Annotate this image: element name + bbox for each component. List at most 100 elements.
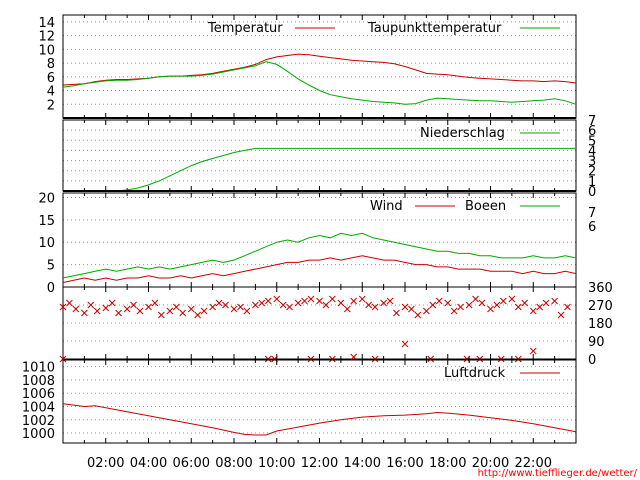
- direction-point: [365, 301, 373, 309]
- legend-label: Wind: [370, 199, 403, 214]
- direction-point: [59, 355, 67, 363]
- direction-point: [371, 355, 379, 363]
- direction-point: [87, 301, 95, 309]
- direction-point: [499, 297, 507, 305]
- y-tick-label: 6: [588, 124, 596, 139]
- direction-point: [493, 301, 501, 309]
- y-tick-label: 90: [588, 335, 605, 350]
- direction-point: [145, 303, 152, 311]
- direction-point: [307, 295, 315, 303]
- direction-point: [514, 303, 522, 311]
- direction-point: [286, 303, 293, 311]
- direction-point: [508, 295, 516, 303]
- direction-point: [386, 297, 394, 305]
- direction-point: [157, 311, 165, 319]
- y-tick-label: 6: [47, 71, 55, 86]
- direction-point: [166, 307, 174, 315]
- direction-point: [237, 303, 244, 311]
- legend-label: Temperatur: [207, 21, 283, 36]
- series-line-1: [62, 53, 577, 86]
- y-tick-label: 1010: [22, 361, 55, 376]
- y-tick-label: 5: [588, 134, 596, 149]
- direction-point: [393, 309, 400, 317]
- y-tick-label: 360: [588, 281, 613, 296]
- direction-point: [66, 299, 73, 307]
- right-tick-label: 7: [588, 206, 596, 221]
- x-tick-label: 02:00: [87, 456, 124, 471]
- x-tick-label: 22:00: [515, 456, 552, 471]
- direction-point: [521, 299, 529, 307]
- y-tick-label: 0: [588, 185, 596, 200]
- y-tick-label: 1000: [22, 427, 55, 442]
- series-line-1: [62, 255, 577, 283]
- direction-point: [200, 307, 208, 315]
- direction-point: [423, 307, 430, 315]
- y-tick-label: 20: [38, 191, 55, 206]
- direction-point: [328, 355, 336, 363]
- y-tick-label: 1004: [22, 400, 55, 415]
- x-tick-label: 16:00: [386, 456, 423, 471]
- y-tick-label: 4: [47, 85, 55, 100]
- direction-point: [472, 295, 479, 303]
- direction-point: [81, 309, 88, 317]
- direction-point: [264, 297, 272, 305]
- x-tick-label: 12:00: [301, 456, 338, 471]
- series-line-2: [62, 61, 577, 105]
- direction-point: [457, 303, 464, 311]
- direction-point: [194, 311, 202, 319]
- y-tick-label: 1006: [22, 387, 55, 402]
- direction-point: [478, 299, 486, 307]
- right-tick-label: 6: [588, 220, 596, 235]
- y-tick-label: 7: [588, 114, 596, 129]
- direction-point: [252, 301, 259, 309]
- direction-point: [301, 297, 308, 305]
- direction-point: [243, 307, 251, 315]
- y-tick-label: 8: [47, 57, 55, 72]
- direction-point: [444, 299, 452, 307]
- direction-point: [322, 301, 330, 309]
- y-tick-label: 5: [47, 259, 55, 274]
- direction-point: [230, 305, 238, 313]
- direction-point: [102, 304, 110, 312]
- y-tick-label: 4: [588, 144, 596, 159]
- direction-point: [514, 355, 522, 363]
- direction-point: [108, 299, 116, 307]
- direction-point: [557, 311, 565, 319]
- direction-point: [564, 303, 571, 311]
- x-tick-label: 08:00: [215, 456, 252, 471]
- y-tick-label: 0: [47, 281, 55, 296]
- x-tick-label: 06:00: [173, 456, 210, 471]
- y-tick-label: 1: [588, 175, 596, 190]
- direction-point: [476, 355, 484, 363]
- legend-label: Boeen: [465, 199, 506, 214]
- direction-point: [316, 297, 323, 305]
- direction-point: [343, 305, 351, 313]
- direction-point: [551, 297, 558, 305]
- direction-point: [450, 307, 458, 315]
- direction-point: [529, 347, 537, 355]
- y-tick-label: 0: [588, 353, 596, 368]
- legend-label: Luftdruck: [444, 366, 506, 381]
- y-tick-label: 15: [38, 214, 55, 229]
- direction-point: [427, 355, 435, 363]
- direction-point: [542, 299, 550, 307]
- direction-point: [465, 301, 473, 309]
- y-tick-label: 12: [38, 30, 55, 45]
- direction-point: [401, 340, 409, 348]
- y-tick-label: 10: [38, 236, 55, 251]
- direction-point: [222, 301, 229, 309]
- x-tick-label: 20:00: [472, 456, 509, 471]
- x-tick-label: 04:00: [130, 456, 167, 471]
- y-tick-label: 2: [47, 98, 55, 113]
- direction-point: [264, 355, 272, 363]
- direction-point: [115, 309, 122, 317]
- direction-point: [136, 307, 144, 315]
- credit-url: http://www.tiefflieger.de/wetter/: [478, 468, 638, 479]
- direction-point: [151, 299, 159, 307]
- direction-point: [215, 299, 223, 307]
- series-line-2: [62, 232, 577, 279]
